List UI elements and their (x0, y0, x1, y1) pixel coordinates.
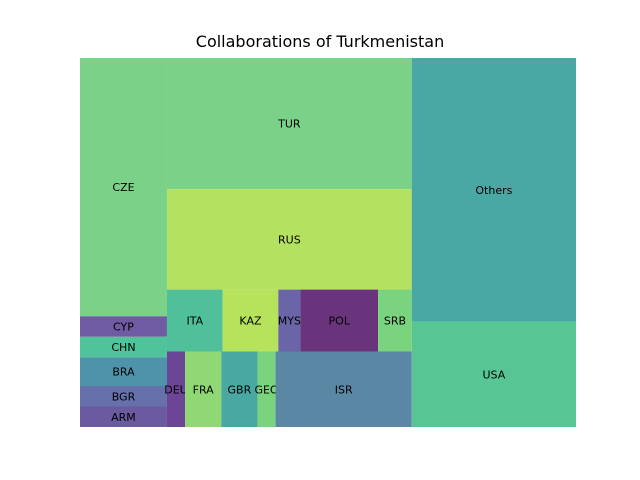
tile-label-kaz: KAZ (239, 315, 262, 328)
tile-cyp (80, 316, 167, 337)
tile-bgr (80, 386, 167, 407)
chart-title: Collaborations of Turkmenistan (195, 32, 445, 51)
tile-label-geo: GEO (254, 383, 278, 396)
tile-cze (80, 58, 167, 317)
tile-mys (278, 289, 301, 352)
tile-label-cze: CZE (112, 181, 134, 194)
tile-arm (80, 406, 167, 427)
tile-label-gbr: GBR (228, 383, 252, 396)
tile-label-bgr: BGR (112, 390, 136, 403)
tile-label-pol: POL (329, 315, 351, 328)
tile-pol (300, 289, 379, 352)
tile-gbr (221, 351, 258, 427)
tile-label-others: Others (475, 184, 512, 197)
tile-chn (80, 336, 167, 358)
tile-ita (166, 289, 223, 352)
tile-label-chn: CHN (111, 341, 135, 354)
tile-deu (166, 351, 186, 427)
tile-label-bra: BRA (112, 366, 135, 379)
tile-others (411, 58, 576, 322)
tile-bra (80, 357, 167, 386)
tile-geo (257, 351, 276, 427)
tile-label-fra: FRA (193, 383, 215, 396)
tile-usa (411, 321, 576, 427)
tile-label-mys: MYS (278, 315, 301, 328)
tile-rus (166, 189, 412, 290)
tile-label-usa: USA (482, 368, 505, 381)
tile-label-srb: SRB (384, 315, 406, 328)
tile-label-isr: ISR (335, 383, 353, 396)
tile-label-deu: DEU (164, 383, 187, 396)
tile-label-tur: TUR (277, 118, 301, 131)
tile-srb (378, 289, 412, 352)
tile-fra (185, 351, 222, 427)
tile-label-cyp: CYP (113, 321, 134, 334)
tile-kaz (222, 289, 279, 352)
tile-label-ita: ITA (186, 315, 203, 328)
tile-isr (275, 351, 412, 427)
tile-label-arm: ARM (111, 411, 136, 424)
tile-tur (166, 58, 412, 190)
tile-label-rus: RUS (278, 233, 301, 246)
